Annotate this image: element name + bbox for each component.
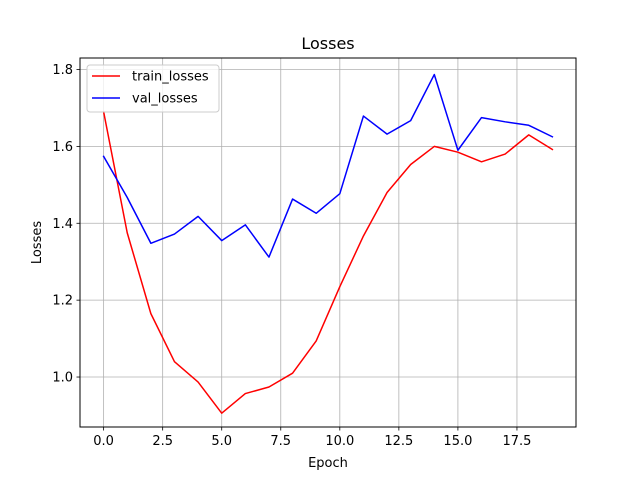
series-lines [102, 73, 554, 414]
x-tick-label: 0.0 [93, 434, 114, 449]
x-axis-label: Epoch [308, 456, 348, 471]
x-tick-label: 7.5 [270, 434, 291, 449]
y-tick-label: 1.2 [52, 294, 73, 309]
y-tick-label: 1.8 [52, 63, 73, 78]
x-tick-label: 12.5 [384, 434, 413, 449]
y-tick-label: 1.0 [52, 371, 73, 386]
x-tick-label: 10.0 [325, 434, 354, 449]
y-axis-label: Losses [30, 221, 45, 265]
ticks: 0.0 2.5 5.0 7.5 10.0 12.5 15.0 17.5 1.0 1.2 1.4 1.6… [52, 63, 531, 449]
y-tick-label: 1.4 [52, 217, 73, 232]
x-tick-label: 17.5 [502, 434, 531, 449]
plot-frame [79, 57, 577, 428]
chart-title: Losses [301, 34, 354, 53]
legend-label-val-losses: val_losses [132, 92, 198, 107]
y-tick-label: 1.6 [52, 140, 73, 155]
legend-label-train-losses: train_losses [132, 70, 209, 85]
x-tick-label: 15.0 [443, 434, 472, 449]
legend: train_losses val_losses [86, 64, 220, 113]
x-tick-label: 5.0 [211, 434, 232, 449]
val-losses-line [102, 73, 554, 258]
grid [80, 58, 576, 427]
train-losses-line [102, 110, 554, 414]
x-tick-label: 2.5 [152, 434, 173, 449]
